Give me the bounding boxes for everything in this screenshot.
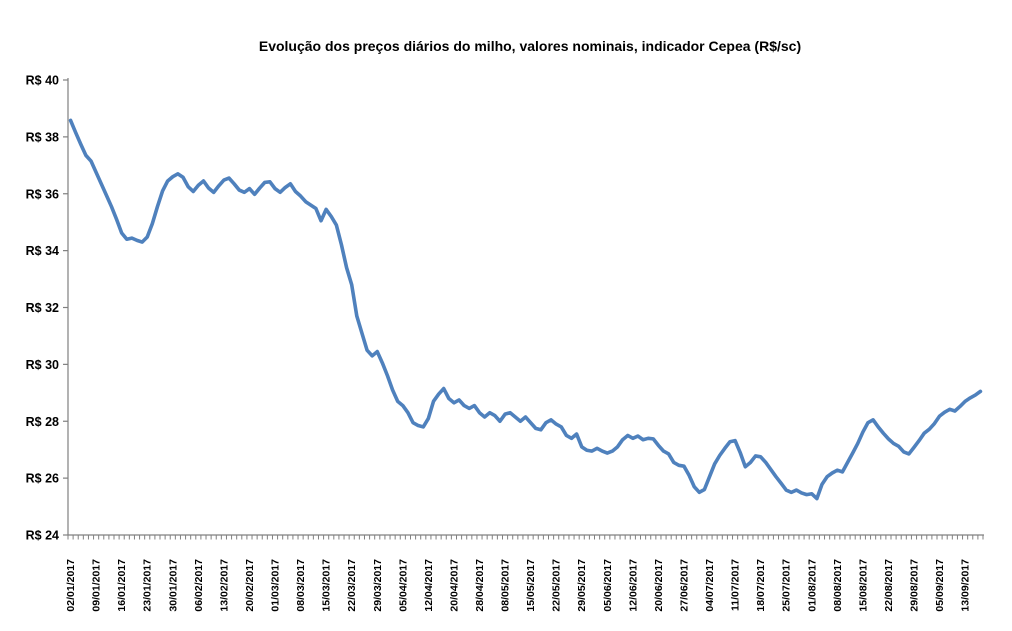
- x-tick-label: 15/05/2017: [525, 559, 537, 612]
- chart-title: Evolução dos preços diários do milho, va…: [258, 38, 802, 54]
- x-tick-label: 29/05/2017: [576, 559, 588, 612]
- y-tick-label: R$ 38: [26, 130, 59, 144]
- x-tick-label: 23/01/2017: [142, 559, 154, 612]
- x-tick-label: 15/08/2017: [857, 559, 869, 612]
- x-tick-label: 22/03/2017: [346, 559, 358, 612]
- x-tick-label: 18/07/2017: [755, 559, 767, 612]
- x-tick-label: 15/03/2017: [321, 559, 333, 612]
- x-tick-label: 29/08/2017: [908, 559, 920, 612]
- x-tick-label: 08/05/2017: [500, 559, 512, 612]
- x-tick-label: 05/09/2017: [934, 559, 946, 612]
- x-tick-label: 12/04/2017: [423, 559, 435, 612]
- x-tick-label: 06/02/2017: [193, 559, 205, 612]
- x-tick-label: 30/01/2017: [167, 559, 179, 612]
- x-tick-label: 04/07/2017: [704, 559, 716, 612]
- price-line: [68, 118, 983, 501]
- x-tick-label: 20/02/2017: [244, 559, 256, 612]
- x-tick-label: 11/07/2017: [730, 559, 742, 611]
- y-tick-label: R$ 40: [26, 74, 59, 88]
- x-tick-label: 05/06/2017: [602, 559, 614, 612]
- y-tick-label: R$ 34: [26, 244, 59, 258]
- x-tick-label: 08/03/2017: [295, 559, 307, 612]
- x-tick-label: 16/01/2017: [116, 559, 128, 612]
- x-tick-label: 05/04/2017: [397, 559, 409, 612]
- x-tick-label: 29/03/2017: [372, 559, 384, 612]
- x-tick-label: 13/09/2017: [960, 559, 972, 612]
- x-tick-label: 08/08/2017: [832, 559, 844, 612]
- x-tick-label: 01/03/2017: [270, 559, 282, 612]
- x-tick-label: 09/01/2017: [91, 559, 103, 612]
- x-tick-label: 13/02/2017: [218, 559, 230, 612]
- y-tick-label: R$ 28: [26, 415, 59, 429]
- y-tick-label: R$ 30: [26, 358, 59, 372]
- y-tick-label: R$ 26: [26, 472, 59, 486]
- x-tick-label: 28/04/2017: [474, 559, 486, 612]
- x-tick-label: 22/05/2017: [551, 559, 563, 612]
- x-tick-label: 12/06/2017: [627, 559, 639, 612]
- x-tick-label: 20/06/2017: [653, 559, 665, 612]
- y-tick-label: R$ 32: [26, 301, 59, 315]
- x-tick-label: 27/06/2017: [678, 559, 690, 612]
- x-tick-label: 25/07/2017: [781, 559, 793, 612]
- y-tick-label: R$ 24: [26, 529, 59, 543]
- x-tick-label: 22/08/2017: [883, 559, 895, 612]
- y-tick-label: R$ 36: [26, 187, 59, 201]
- x-tick-label: 20/04/2017: [448, 559, 460, 612]
- x-tick-label: 01/08/2017: [806, 559, 818, 612]
- x-tick-label: 02/01/2017: [65, 559, 77, 612]
